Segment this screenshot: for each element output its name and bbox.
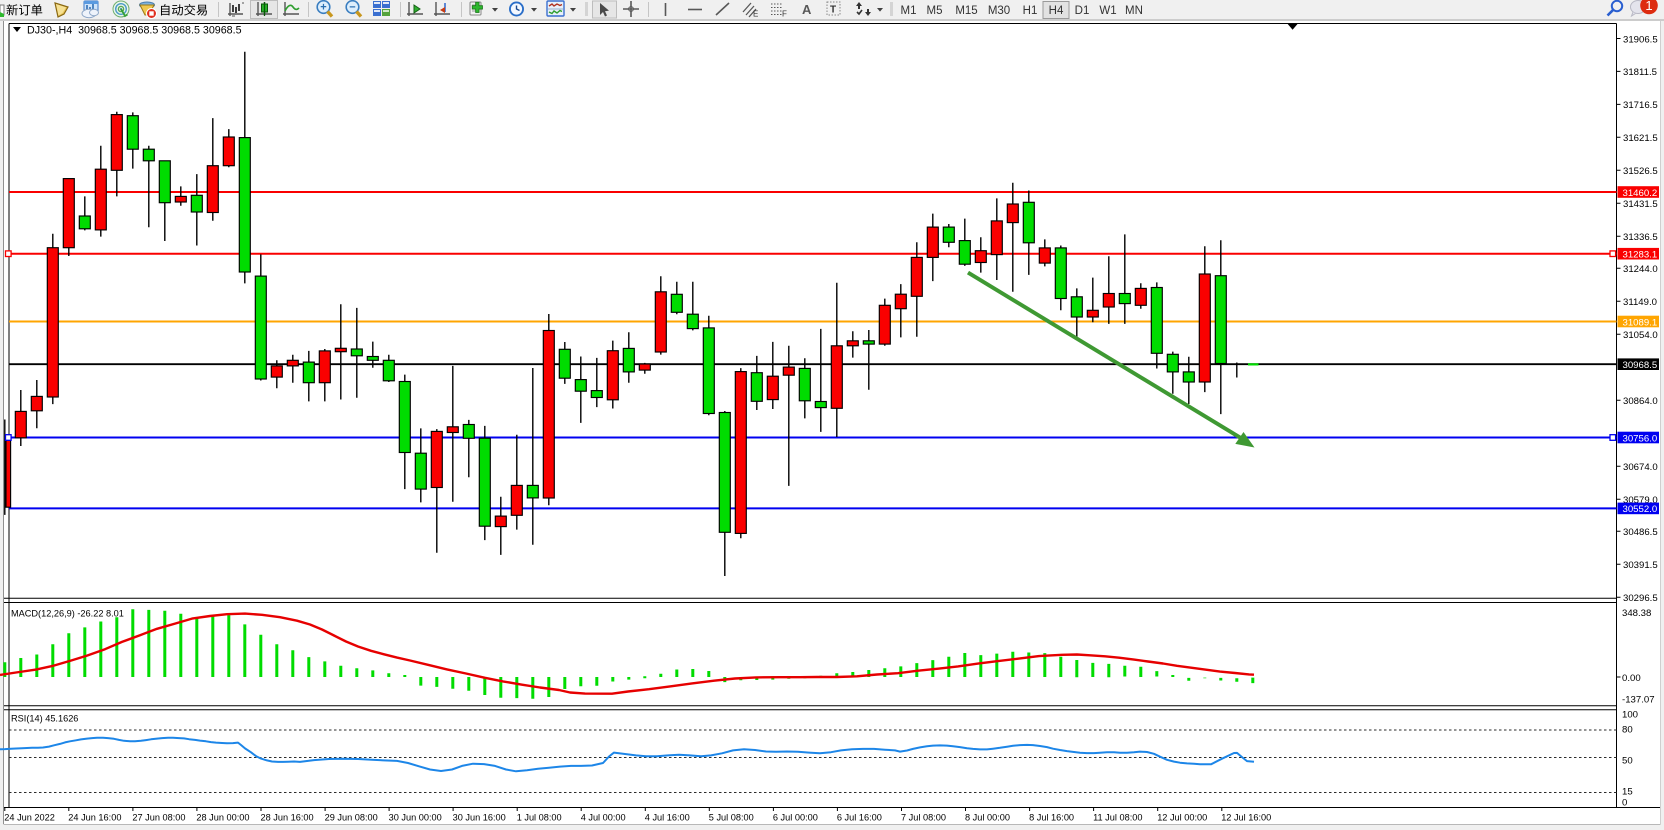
svg-text:31336.5: 31336.5	[1623, 232, 1658, 243]
svg-text:30296.5: 30296.5	[1623, 593, 1658, 604]
svg-text:30552.0: 30552.0	[1623, 504, 1658, 515]
svg-text:T: T	[830, 5, 836, 16]
svg-text:E: E	[753, 10, 758, 19]
svg-text:+: +	[320, 2, 326, 14]
svg-text:348.38: 348.38	[1622, 608, 1651, 619]
svg-text:31149.0: 31149.0	[1623, 297, 1657, 308]
svg-text:4 Jul 16:00: 4 Jul 16:00	[645, 813, 690, 823]
svg-text:31054.0: 31054.0	[1623, 330, 1658, 341]
svg-text:30391.5: 30391.5	[1623, 560, 1658, 571]
svg-text:31811.5: 31811.5	[1623, 67, 1657, 78]
svg-text:30 Jun 16:00: 30 Jun 16:00	[453, 813, 506, 823]
svg-text:−: −	[349, 2, 355, 14]
svg-text:M30: M30	[988, 5, 1010, 17]
svg-text:D1: D1	[1075, 5, 1090, 17]
svg-text:4 Jul 00:00: 4 Jul 00:00	[581, 813, 626, 823]
svg-text:H4: H4	[1049, 5, 1064, 17]
svg-text:80: 80	[1622, 724, 1633, 735]
svg-text:A: A	[802, 2, 812, 17]
svg-text:W1: W1	[1099, 5, 1116, 17]
svg-text:MN: MN	[1125, 5, 1143, 17]
svg-text:30486.5: 30486.5	[1623, 527, 1658, 538]
svg-text:M15: M15	[955, 5, 977, 17]
svg-text:-137.07: -137.07	[1622, 695, 1655, 706]
svg-text:30579.0: 30579.0	[1623, 495, 1658, 506]
svg-text:31526.5: 31526.5	[1623, 166, 1658, 177]
svg-text:29 Jun 08:00: 29 Jun 08:00	[325, 813, 378, 823]
svg-text:31460.2: 31460.2	[1623, 188, 1658, 199]
svg-text:8 Jul 16:00: 8 Jul 16:00	[1029, 813, 1074, 823]
svg-text:100: 100	[1622, 710, 1638, 721]
svg-text:12 Jul 16:00: 12 Jul 16:00	[1221, 813, 1271, 823]
svg-text:30756.0: 30756.0	[1623, 433, 1658, 444]
svg-text:7 Jul 08:00: 7 Jul 08:00	[901, 813, 946, 823]
svg-text:M5: M5	[927, 5, 943, 17]
svg-text:5 Jul 08:00: 5 Jul 08:00	[709, 813, 754, 823]
svg-text:RSI(14) 45.1626: RSI(14) 45.1626	[11, 714, 78, 724]
svg-text:31089.1: 31089.1	[1623, 317, 1658, 328]
svg-text:30864.0: 30864.0	[1623, 396, 1658, 407]
svg-text:31244.0: 31244.0	[1623, 264, 1658, 275]
svg-text:27 Jun 08:00: 27 Jun 08:00	[132, 813, 185, 823]
svg-text:M1: M1	[901, 5, 917, 17]
svg-text:6 Jul 16:00: 6 Jul 16:00	[837, 813, 882, 823]
svg-text:30968.5: 30968.5	[1623, 360, 1658, 371]
svg-text:15: 15	[1622, 787, 1633, 798]
svg-text:H1: H1	[1023, 5, 1038, 17]
svg-text:31431.5: 31431.5	[1623, 199, 1658, 210]
svg-text:28 Jun 00:00: 28 Jun 00:00	[196, 813, 249, 823]
svg-text:1: 1	[1645, 0, 1652, 13]
svg-text:30 Jun 00:00: 30 Jun 00:00	[389, 813, 442, 823]
svg-text:24 Jun 2022: 24 Jun 2022	[4, 813, 55, 823]
svg-text:1 Jul 08:00: 1 Jul 08:00	[517, 813, 562, 823]
svg-text:24 Jun 16:00: 24 Jun 16:00	[68, 813, 121, 823]
svg-text:MACD(12,26,9) -26.22 8.01: MACD(12,26,9) -26.22 8.01	[11, 609, 124, 619]
svg-text:0.00: 0.00	[1622, 673, 1641, 684]
svg-text:F: F	[782, 10, 787, 19]
svg-text:30674.0: 30674.0	[1623, 462, 1658, 473]
svg-text:8 Jul 00:00: 8 Jul 00:00	[965, 813, 1010, 823]
svg-text:31283.1: 31283.1	[1623, 250, 1658, 261]
svg-text:0: 0	[1622, 797, 1627, 808]
svg-text:31621.5: 31621.5	[1623, 133, 1658, 144]
svg-text:28 Jun 16:00: 28 Jun 16:00	[261, 813, 314, 823]
svg-text:50: 50	[1622, 756, 1633, 767]
svg-text:31906.5: 31906.5	[1623, 34, 1658, 45]
svg-text:6 Jul 00:00: 6 Jul 00:00	[773, 813, 818, 823]
svg-text:11 Jul 08:00: 11 Jul 08:00	[1093, 813, 1142, 823]
svg-text:DJ30-,H4 30968.5 30968.5 3096: DJ30-,H4 30968.5 30968.5 30968.5 30968.5	[27, 25, 242, 37]
svg-text:12 Jul 00:00: 12 Jul 00:00	[1157, 813, 1207, 823]
svg-text:31716.5: 31716.5	[1623, 100, 1658, 111]
